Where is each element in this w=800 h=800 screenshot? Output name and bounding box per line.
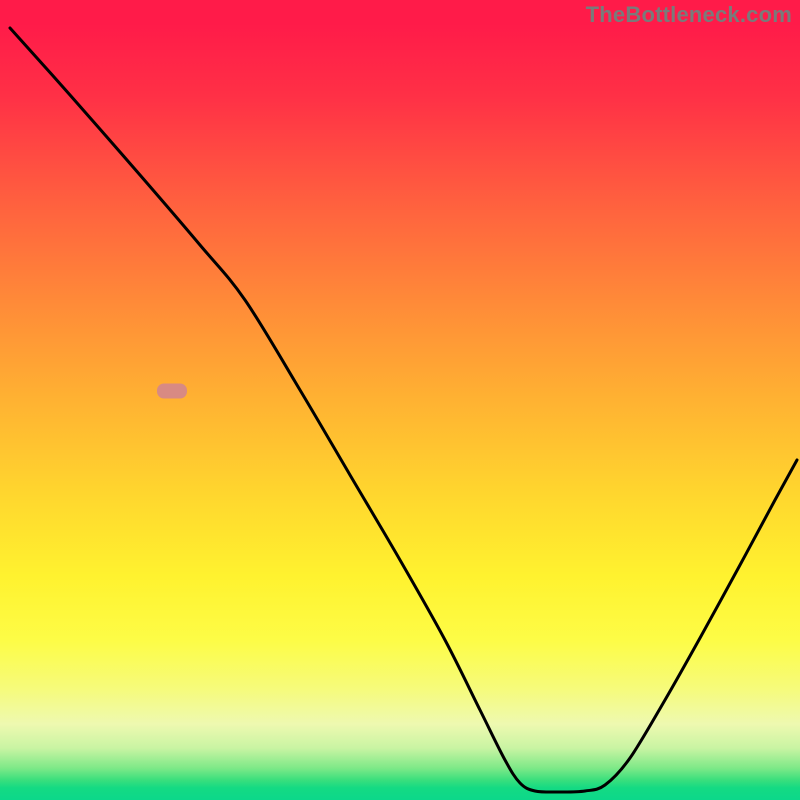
chart-stage: TheBottleneck.com <box>0 0 800 800</box>
watermark-text: TheBottleneck.com <box>586 2 792 28</box>
gradient-background <box>0 0 800 800</box>
